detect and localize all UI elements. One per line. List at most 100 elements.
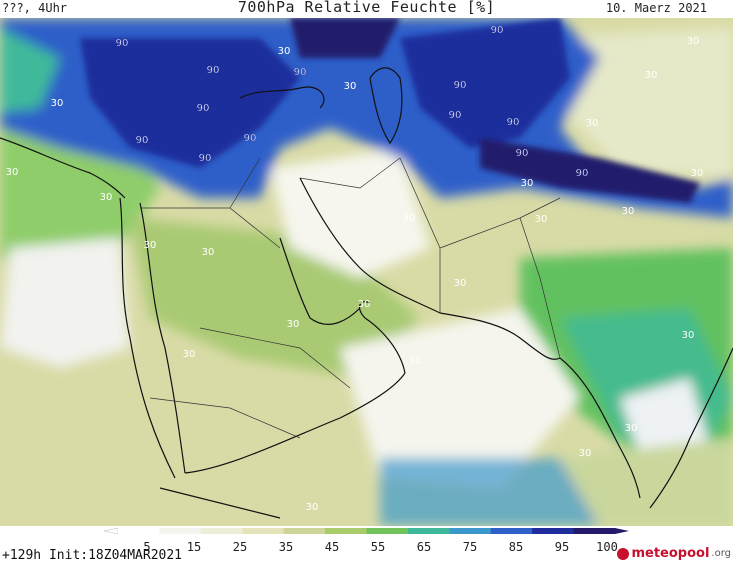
colorbar-swatch: [118, 528, 160, 534]
contour-label: 90: [507, 117, 520, 128]
contour-label: 30: [535, 214, 548, 225]
coastline-india-east: [649, 347, 733, 509]
moist-core-himalaya: [480, 138, 700, 203]
contour-label: 30: [409, 356, 422, 367]
contour-label: 90: [516, 148, 529, 159]
contour-label: 30: [579, 448, 592, 459]
border-6: [519, 217, 561, 359]
run-info: +129h Init:18Z04MAR2021: [2, 548, 183, 563]
logo-text: meteopool: [631, 546, 710, 561]
contour-label: 30: [287, 319, 300, 330]
colorbar-tick-label: 85: [508, 540, 524, 554]
colorbar-swatch: [325, 528, 367, 534]
colorbar-swatch: [407, 528, 450, 534]
colorbar-tick-label: 35: [278, 540, 294, 554]
colorbar-tick-label: 65: [416, 540, 432, 554]
colorbar-arrow-left: [103, 527, 119, 535]
moist-core-europe: [80, 38, 300, 168]
colorbar-swatch: [242, 528, 285, 534]
border-8: [149, 397, 301, 439]
meteopool-logo[interactable]: meteopool .org: [617, 546, 731, 561]
chart-title: 700hPa Relative Feuchte [%]: [237, 0, 496, 16]
colorbar-tick-label: 75: [462, 540, 478, 554]
coastline-oman: [358, 301, 406, 374]
colorbar-tick-label: 45: [324, 540, 340, 554]
moist-core-black-sea: [290, 18, 400, 58]
colorbar-tick-label: 15: [186, 540, 202, 554]
colorbar-swatch: [283, 528, 326, 534]
valid-day-time: ???, 4Uhr: [2, 1, 68, 15]
contour-label: 90: [576, 168, 589, 179]
moist-core-caspian: [400, 18, 570, 148]
dry-zone-east-sea: [560, 438, 733, 526]
border-3: [299, 157, 401, 189]
contour-label: 30: [687, 36, 700, 47]
coastline-gulf-east: [299, 177, 441, 314]
coastline-black-sea: [239, 86, 325, 109]
contour-label: 30: [622, 206, 635, 217]
contour-label: 90: [136, 135, 149, 146]
colorbar-swatch: [449, 528, 492, 534]
logo-mark-icon: [617, 547, 630, 560]
humidity-core: [80, 18, 700, 203]
colorbar-swatch: [490, 528, 533, 534]
contour-label: 90: [199, 153, 212, 164]
colorbar-swatch: [532, 528, 575, 534]
contour-label: 30: [454, 278, 467, 289]
country-borders: [140, 157, 561, 439]
coastline-med: [0, 137, 126, 199]
coastline-red-sea-west: [119, 197, 176, 479]
contour-label: 30: [521, 178, 534, 189]
moist-zone-south-sea: [380, 458, 600, 526]
coastline-gulf-west: [279, 237, 361, 325]
contour-label: 90: [207, 65, 220, 76]
coastline-pakistan: [439, 312, 561, 360]
contour-label: 30: [645, 70, 658, 81]
contour-label: 30: [691, 168, 704, 179]
contour-label: 30: [202, 247, 215, 258]
contour-label: 30: [278, 46, 291, 57]
moist-zone-north-teal: [0, 28, 60, 113]
colorbar-tick-label: 25: [232, 540, 248, 554]
coastlines: [0, 67, 733, 519]
coastline-india-west: [559, 357, 641, 499]
logo-suffix: .org: [711, 548, 731, 559]
chart-footer: 5 15 25 35 45 55 65 75 85 95 100 +129h Init:18Z04M…: [0, 526, 733, 566]
contour-label: 90: [449, 110, 462, 121]
dry-zone-gulf: [270, 148, 430, 278]
contour-label: 30: [183, 349, 196, 360]
colorbar-swatch: [159, 528, 202, 534]
contour-label: 30: [625, 423, 638, 434]
contour-label: 90: [116, 38, 129, 49]
valid-date: 10. Maerz 2021: [605, 1, 707, 15]
coastline-africa-horn: [159, 487, 281, 519]
contour-label: 30: [403, 213, 416, 224]
colorbar: [103, 527, 629, 535]
contour-label: 30: [344, 81, 357, 92]
border-2: [229, 157, 261, 209]
contour-label: 90: [294, 67, 307, 78]
contour-label: 30: [682, 330, 695, 341]
chart-header: ???, 4Uhr 700hPa Relative Feuchte [%] 10…: [0, 0, 733, 18]
coastline-arabia-south: [184, 372, 406, 474]
colorbar-arrow-right: [615, 528, 629, 534]
colorbar-tick-label: 5: [143, 540, 151, 554]
coastline-red-sea-east: [139, 202, 186, 474]
colorbar-tick-label: 55: [370, 540, 386, 554]
colorbar-tick-label: 95: [554, 540, 570, 554]
dry-zone-arabia: [0, 238, 130, 368]
contour-label: 30: [358, 299, 371, 310]
contour-label: 30: [100, 192, 113, 203]
contour-label: 30: [6, 167, 19, 178]
coastline-caspian: [369, 67, 403, 145]
contour-label: 90: [244, 133, 257, 144]
dry-zone-arabian-sea: [340, 308, 580, 488]
contour-label: 30: [51, 98, 64, 109]
contour-label: 30: [144, 240, 157, 251]
contour-label: 30: [586, 118, 599, 129]
colorbar-swatch: [573, 528, 616, 534]
contour-label: 90: [491, 25, 504, 36]
